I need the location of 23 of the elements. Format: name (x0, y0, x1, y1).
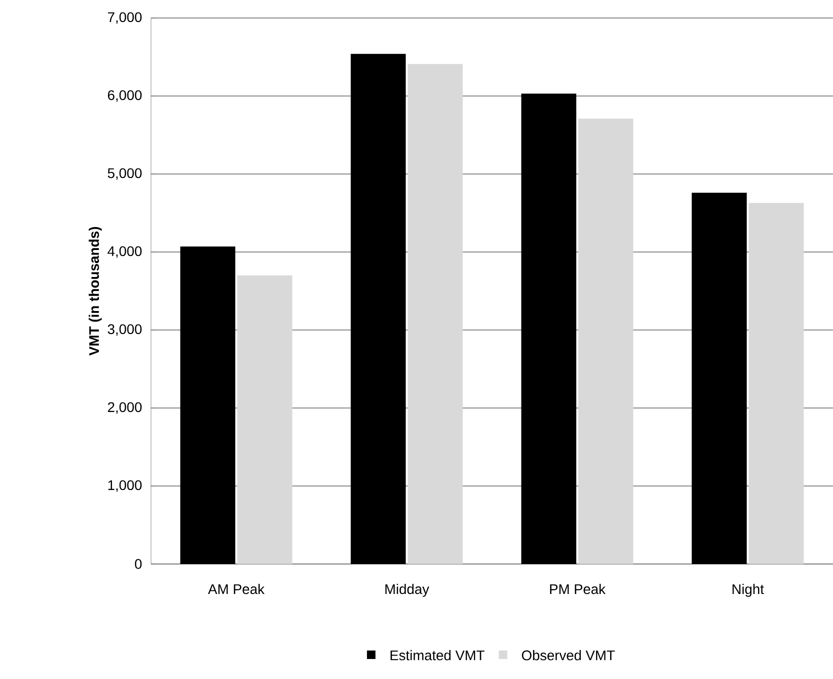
x-tick-label: AM Peak (208, 584, 265, 594)
bar (521, 94, 576, 564)
y-tick-label: 0 (134, 559, 142, 569)
bar (748, 202, 804, 564)
x-tick-label: Midday (385, 584, 430, 597)
bar (578, 118, 634, 564)
y-tick-label: 7,000 (108, 12, 142, 24)
y-tick-label: 2,000 (108, 402, 142, 414)
x-tick-label: Night (732, 584, 764, 597)
bar (350, 54, 406, 564)
bar (237, 275, 292, 564)
y-tick-label: 5,000 (108, 168, 142, 180)
legend-label: Observed VMT (522, 650, 615, 660)
x-tick-label: PM Peak (550, 584, 606, 594)
y-axis-title: VMT (in thousands) (88, 226, 102, 356)
y-tick-label: 6,000 (108, 90, 142, 102)
legend-label: Estimated VMT (390, 650, 484, 660)
bar (692, 192, 747, 564)
bar (180, 246, 236, 564)
y-tick-label: 4,000 (108, 246, 142, 258)
y-tick-label: 3,000 (108, 324, 142, 336)
bar (408, 64, 463, 564)
y-tick-label: 1,000 (108, 480, 142, 492)
